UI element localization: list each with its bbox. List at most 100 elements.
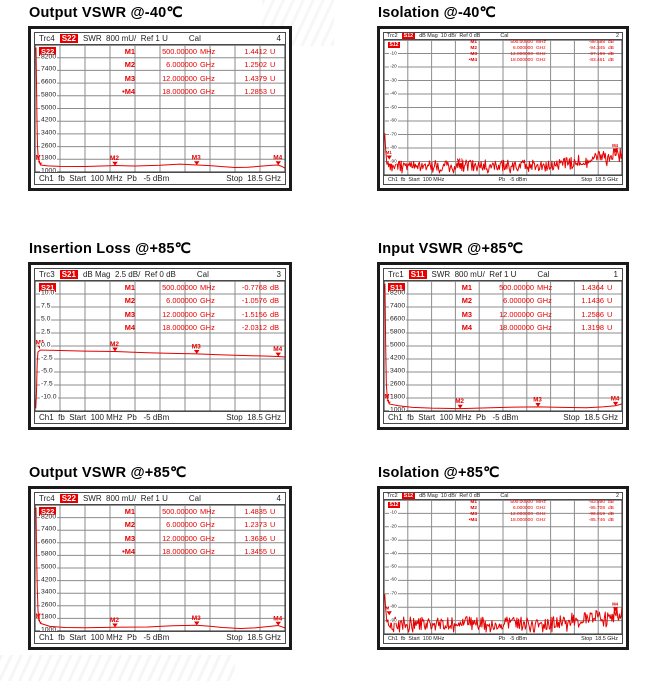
y-axis-label: 6600 [40,538,58,547]
svg-text:M3: M3 [533,396,542,403]
grid-and-trace-svg: M1 M2 M4 [384,40,622,175]
sweep-footer-bar: Ch1 fb Start 100 MHz Pb -5 dBm Stop 18.5… [384,634,622,643]
svg-text:M3: M3 [192,155,201,162]
marker-vunit: dB [608,505,614,511]
trace-name-label: Trc2 [387,493,398,499]
marker-freq: 500.00000 [162,47,197,56]
y-axis-label: -20 [389,523,398,530]
vna-screenshot-frame: Trc4 S22 SWR 800 mU/ Ref 1 U Cal 4 M1M2M… [28,26,292,191]
marker-freq: 12.000000 [499,309,534,319]
marker-readout-row: M3 12.000000 GHz -97.169 dB [466,52,617,58]
marker-freq: 500.00000 [162,507,197,516]
marker-name: M1 [470,40,477,45]
svg-text:M3: M3 [192,343,201,350]
svg-text:M2: M2 [110,341,119,348]
y-axis-label: 6600 [40,78,58,87]
marker-val: -0.7768 [241,283,267,292]
panel-output-vswr-minus-40c: Output VSWR @-40℃ Trc4 S22 SWR 800 mU/ R… [28,5,292,191]
marker-funit: MHz [200,507,216,516]
marker-freq: 12.000000 [162,533,197,543]
marker-readout-row: M3 12.000000 GHz -1.5156 dB [118,308,280,321]
svg-text:M1: M1 [386,605,392,610]
s-parameter-badge: S22 [59,34,78,43]
grid-and-trace-svg: M1 M4 [384,500,622,634]
trace-header-bar: Trc2 S12 dB Mag 10 dB/ Ref 0 dB Cal 2 [384,493,622,500]
marker-val: -95.708 [588,505,605,511]
port-power-label: Pb -5 dBm [498,177,527,183]
marker-readout-row: M1 500.00000 MHz -83.890 dB [466,500,617,506]
marker-funit: MHz [200,283,216,292]
trace-window-number: 3 [276,270,281,279]
vna-screen: Trc3 S21 dB Mag 2.5 dB/ Ref 0 dB Cal 3 M… [34,268,286,424]
marker-val: -96.819 [588,511,605,517]
marker-name: M3 [124,309,135,319]
marker-vunit: U [607,309,613,319]
svg-text:M4: M4 [612,143,618,148]
active-trace-badge: S22 [39,47,57,56]
vna-screenshot-frame: Trc2 S12 dB Mag 10 dB/ Ref 0 dB Cal 2 M1… [377,26,629,191]
marker-funit: MHz [536,500,546,505]
y-axis-label: -70 [389,590,398,597]
marker-funit: GHz [200,322,215,332]
marker-vunit: U [607,296,613,306]
panel-input-vswr-plus-85c: Input VSWR @+85℃ Trc1 S11 SWR 800 mU/ Re… [377,241,629,430]
marker-freq: 18.000000 [510,57,533,63]
marker-freq: 12.000000 [510,51,533,57]
trace-name-label: Trc2 [387,33,398,39]
marker-vunit: U [607,322,613,332]
marker-val: 1.2853 [244,86,267,96]
marker-freq: 12.000000 [162,73,197,83]
format-scale-ref-label: dB Mag 2.5 dB/ Ref 0 dB [82,270,176,279]
stop-frequency-label: Stop 18.5 GHz [226,633,281,642]
marker-name: M4 [124,322,135,332]
channel-start-label: Ch1 fb Start 100 MHz [388,177,445,183]
y-axis-label: -70 [389,131,398,137]
y-axis-label: -50 [389,104,398,110]
cal-label: Cal [500,33,509,39]
y-axis-label: 2600 [40,142,58,150]
svg-text:M2: M2 [457,157,463,162]
y-axis-label: 8200 [389,289,407,298]
marker-val: -2.0312 [241,322,267,332]
trace-window-number: 4 [276,494,281,503]
trace-window-number: 2 [616,493,619,499]
marker-readout-table: M1 500.00000 MHz 1.4412 U M2 6.000000 GHz 1.2502… [118,45,280,98]
y-axis-label: 10.0 [40,289,56,298]
y-axis-label: 5000 [40,104,58,112]
cal-label: Cal [188,494,201,503]
y-axis-label: -80 [389,144,398,151]
vna-screenshot-frame: Trc1 S11 SWR 800 mU/ Ref 1 U Cal 1 M1M2M… [377,262,629,430]
grid-and-trace-svg: M1 M2 M3 M4 [35,505,285,631]
y-axis-label: 5000 [40,563,58,572]
trace-header-bar: Trc4 S22 SWR 800 mU/ Ref 1 U Cal 4 [35,33,285,45]
marker-vunit: dB [608,57,614,63]
marker-readout-table: M1 500.00000 MHz 1.4835 U M2 6.000000 GHz 1.2373… [118,505,280,558]
format-scale-ref-label: SWR 800 mU/ Ref 1 U [82,34,168,43]
marker-name: •M4 [122,546,135,556]
trace-name-label: Trc1 [388,270,404,279]
marker-readout-row: M2 6.000000 GHz -1.0576 dB [118,294,280,307]
marker-funit: GHz [536,517,546,523]
marker-readout-row: M1 500.00000 MHz 1.4364 U [455,281,617,294]
panel-title: Isolation @+85℃ [378,465,500,481]
channel-start-label: Ch1 fb Start 100 MHz Pb -5 dBm [39,413,170,422]
marker-funit: GHz [200,73,215,83]
watermark-stripes-bottom [0,655,235,681]
y-axis-label: 5.0 [40,315,52,324]
trace-name-label: Trc4 [39,494,55,503]
marker-readout-row: •M4 18.000000 GHz -85.746 dB [466,518,617,524]
marker-readout-table: M1 500.00000 MHz -83.890 dB M2 6.000000 GHz -95.… [466,500,617,524]
channel-start-label: Ch1 fb Start 100 MHz [388,636,445,642]
s-parameter-badge: S12 [401,33,416,39]
marker-readout-table: M1 500.00000 MHz -88.588 dB M2 6.000000 GHz -94.… [466,40,617,64]
marker-funit: GHz [200,60,215,70]
svg-text:M2: M2 [110,155,119,162]
marker-vunit: dB [270,309,280,319]
marker-freq: 500.00000 [510,40,533,45]
y-axis-label: -60 [389,577,398,583]
marker-vunit: U [270,47,276,56]
marker-name: M3 [470,511,477,517]
plot-area: M1 M2 M4 S12 -10 -20 -30 -40 -50 -60 -70 -80 -90 M… [384,40,622,175]
y-axis-label: 1000 [40,168,58,172]
y-axis-label: 5800 [40,550,58,559]
